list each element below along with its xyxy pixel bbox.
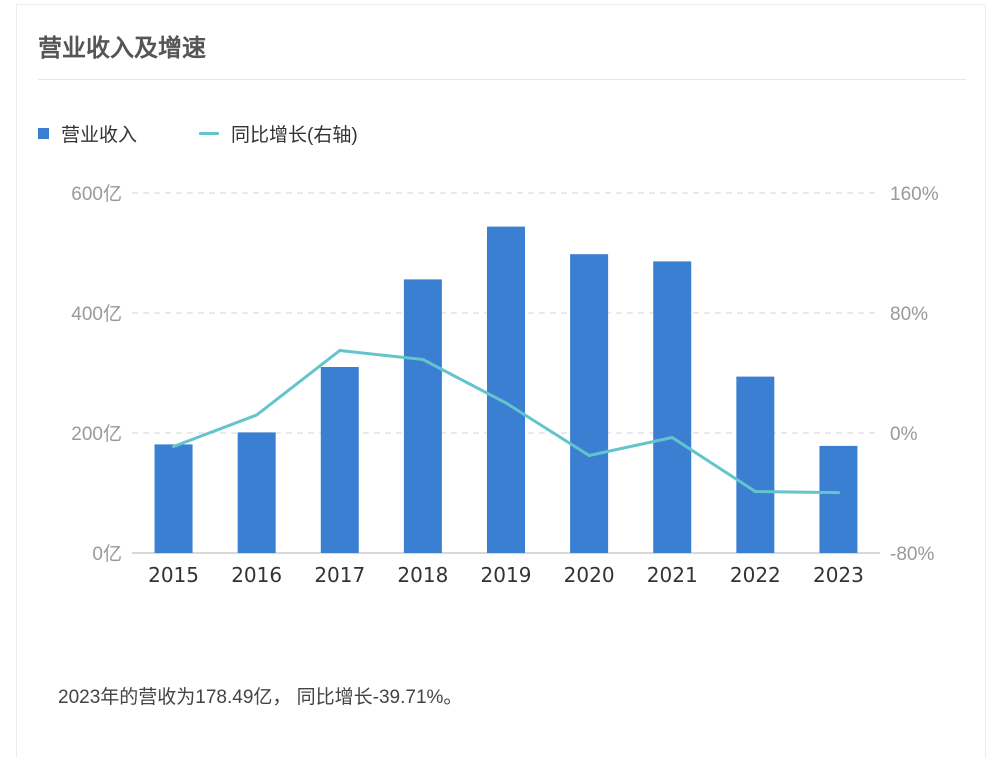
growth-point-2017 [338, 349, 342, 352]
legend-item-growth[interactable]: 同比增长(右轴) [199, 120, 358, 147]
bar-2022 [736, 376, 775, 553]
growth-point-2023 [836, 491, 840, 495]
legend-label-revenue: 营业收入 [61, 124, 138, 146]
bar-2018 [403, 279, 442, 553]
legend-bar-swatch-icon [38, 127, 49, 139]
x-tick-label: 2016 [231, 563, 282, 587]
x-tick-label: 2021 [647, 563, 698, 587]
bar-2020 [570, 254, 609, 553]
x-tick-label: 2019 [481, 563, 532, 587]
summary-text: 2023年的营收为178.49亿， 同比增长-39.71%。 [58, 687, 463, 708]
growth-point-2019 [504, 401, 508, 405]
x-tick-label: 2022 [730, 563, 781, 587]
chart-title: 营业收入及增速 [38, 35, 206, 62]
legend-line-swatch-icon [199, 131, 220, 135]
x-tick-label: 2020 [564, 563, 615, 587]
chart-card [16, 4, 986, 758]
growth-point-2016 [255, 413, 259, 417]
x-tick-label: 2015 [148, 563, 199, 587]
legend-item-revenue[interactable]: 营业收入 [38, 120, 137, 147]
growth-point-2021 [670, 436, 674, 439]
growth-point-2018 [421, 358, 425, 361]
title-divider [38, 79, 966, 80]
y-left-tick-label: 600亿 [71, 183, 122, 205]
y-right-tick-label: 80% [890, 304, 928, 325]
y-left-tick-label: 200亿 [71, 423, 122, 445]
x-tick-label: 2023 [813, 563, 864, 587]
x-tick-label: 2018 [397, 563, 448, 587]
bar-2019 [487, 226, 525, 553]
y-left-tick-label: 400亿 [71, 303, 122, 325]
bar-2023 [819, 445, 858, 553]
bar-2017 [320, 367, 359, 553]
y-left-tick-label: 0亿 [92, 543, 122, 565]
chart-legend: 营业收入 同比增长(右轴) [38, 120, 420, 146]
y-right-tick-label: 0% [890, 424, 918, 445]
y-right-tick-label: -80% [890, 544, 934, 565]
growth-point-2015 [172, 445, 176, 448]
bar-2016 [237, 432, 276, 553]
growth-point-2020 [587, 454, 591, 457]
bar-2015 [154, 444, 193, 553]
y-right-tick-label: 160% [890, 184, 939, 205]
bar-2021 [653, 261, 692, 553]
legend-label-growth: 同比增长(右轴) [231, 124, 358, 146]
growth-point-2022 [753, 490, 757, 493]
revenue-chart: 0亿 200亿 400亿 600亿 -80% 0% 80% 160% 2015 2016 2017 2… [71, 183, 939, 587]
x-tick-label: 2017 [314, 563, 365, 587]
